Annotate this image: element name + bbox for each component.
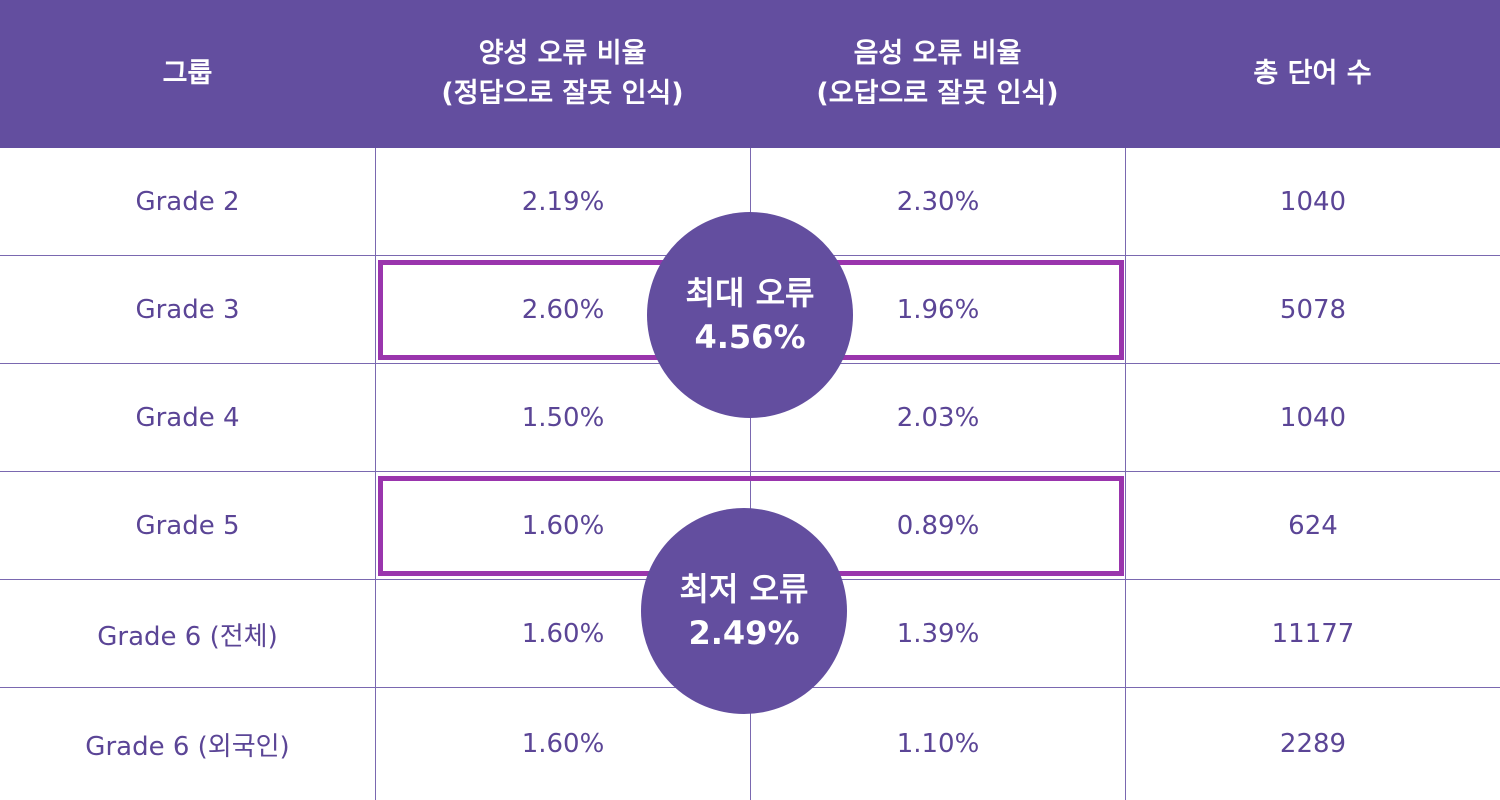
cell-false-positive: 1.50% — [375, 364, 750, 472]
cell-group: Grade 3 — [135, 295, 240, 325]
cell-total-words: 5078 — [1125, 256, 1500, 364]
cell-false-positive: 1.60% — [375, 472, 750, 580]
cell-total-words: 1040 — [1125, 364, 1500, 472]
header-false-positive-title: 양성 오류 비율 — [478, 38, 647, 69]
header-false-negative: 음성 오류 비율 (오답으로 잘못 인식) — [750, 0, 1125, 148]
header-group: 그룹 — [0, 0, 375, 148]
cell-false-negative: 2.30% — [750, 148, 1125, 256]
min-error-value: 2.49% — [688, 614, 800, 652]
max-error-label: 최대 오류 — [685, 274, 815, 312]
max-error-callout: 최대 오류 4.56% — [647, 212, 853, 418]
cell-group: Grade 6 (전체) — [97, 621, 278, 652]
cell-total-words: 1040 — [1125, 148, 1500, 256]
header-false-negative-subtitle: (오답으로 잘못 인식) — [816, 78, 1059, 109]
table-header: 그룹 양성 오류 비율 (정답으로 잘못 인식) 음성 오류 비율 (오답으로 … — [0, 0, 1500, 148]
cell-false-negative: 2.03% — [750, 364, 1125, 472]
cell-group: Grade 6 (외국인) — [85, 731, 290, 762]
header-false-positive-subtitle: (정답으로 잘못 인식) — [441, 78, 684, 109]
cell-false-negative: 0.89% — [750, 472, 1125, 580]
cell-false-negative: 1.10% — [750, 688, 1125, 800]
min-error-label: 최저 오류 — [679, 570, 809, 608]
cell-false-positive: 1.60% — [375, 580, 750, 688]
cell-total-words: 624 — [1125, 472, 1500, 580]
header-total-words: 총 단어 수 — [1125, 0, 1500, 148]
cell-group: Grade 2 — [135, 187, 240, 217]
cell-total-words: 2289 — [1125, 688, 1500, 800]
cell-false-positive: 1.60% — [375, 688, 750, 800]
cell-false-positive: 2.19% — [375, 148, 750, 256]
header-false-positive: 양성 오류 비율 (정답으로 잘못 인식) — [375, 0, 750, 148]
min-error-callout: 최저 오류 2.49% — [641, 508, 847, 714]
header-group-label: 그룹 — [162, 58, 213, 89]
max-error-value: 4.56% — [694, 318, 806, 356]
cell-group: Grade 5 — [135, 511, 240, 541]
header-false-negative-title: 음성 오류 비율 — [853, 38, 1022, 69]
header-total-words-label: 총 단어 수 — [1253, 58, 1372, 89]
cell-false-negative: 1.39% — [750, 580, 1125, 688]
cell-total-words: 11177 — [1125, 580, 1500, 688]
cell-group: Grade 4 — [135, 403, 240, 433]
cell-false-positive: 2.60% — [375, 256, 750, 364]
